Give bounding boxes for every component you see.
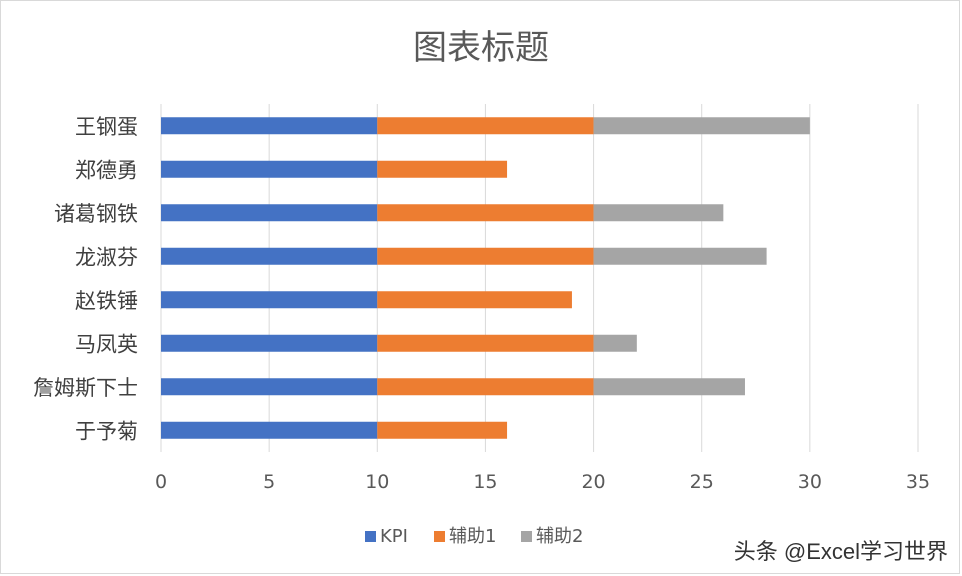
bar-segment-2 (377, 421, 508, 439)
category-label: 龙淑芬 (75, 245, 138, 269)
bar-segment-3 (593, 204, 724, 222)
legend-swatch (521, 531, 532, 542)
x-tick-label: 5 (263, 471, 275, 493)
legend-label: KPI (380, 526, 408, 547)
x-tick-label: 10 (365, 471, 389, 493)
category-label: 于予菊 (75, 419, 138, 443)
bar-segment-3 (593, 334, 637, 352)
legend-swatch (365, 531, 376, 542)
bar-segment-3 (593, 117, 810, 135)
legend-swatch (434, 531, 445, 542)
watermark: 头条 @Excel学习世界 (733, 539, 948, 564)
x-tick-label: 0 (155, 471, 167, 493)
bar-segment-2 (377, 204, 594, 222)
category-label: 王钢蛋 (75, 115, 138, 139)
x-tick-label: 35 (906, 471, 930, 493)
category-label: 赵铁锤 (75, 289, 138, 313)
category-label: 马凤英 (75, 332, 138, 356)
bar-segment-2 (377, 247, 594, 265)
bar-segment-2 (377, 291, 572, 309)
bar-segment-1 (161, 117, 378, 135)
bar-segment-3 (593, 247, 767, 265)
x-tick-label: 15 (473, 471, 497, 493)
x-tick-label: 25 (690, 471, 714, 493)
bar-segment-1 (161, 421, 378, 439)
bar-segment-1 (161, 291, 378, 309)
chart-title: 图表标题 (413, 28, 549, 68)
bar-segment-1 (161, 378, 378, 396)
bar-segment-1 (161, 334, 378, 352)
bar-segment-2 (377, 160, 508, 178)
category-label: 诸葛钢铁 (54, 202, 138, 226)
bar-segment-2 (377, 117, 594, 135)
bar-segment-2 (377, 378, 594, 396)
bar-segment-1 (161, 204, 378, 222)
bar-segment-1 (161, 160, 378, 178)
bar-segment-3 (593, 378, 745, 396)
x-tick-label: 20 (581, 471, 605, 493)
x-tick-label: 30 (798, 471, 822, 493)
category-label: 詹姆斯下士 (33, 376, 138, 400)
legend-label: 辅助1 (449, 526, 496, 547)
bar-segment-2 (377, 334, 594, 352)
category-label: 郑德勇 (75, 158, 138, 182)
legend-label: 辅助2 (536, 526, 583, 547)
bar-segment-1 (161, 247, 378, 265)
